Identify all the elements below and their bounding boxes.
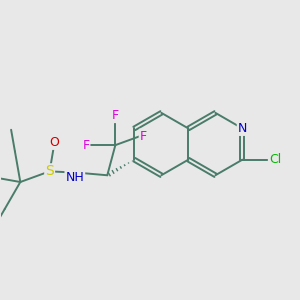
Text: NH: NH: [65, 171, 84, 184]
Text: F: F: [82, 139, 89, 152]
Text: F: F: [140, 130, 147, 142]
Text: F: F: [112, 109, 119, 122]
Text: O: O: [49, 136, 59, 149]
Text: N: N: [238, 122, 247, 135]
Text: S: S: [45, 164, 54, 178]
Text: Cl: Cl: [269, 153, 281, 166]
